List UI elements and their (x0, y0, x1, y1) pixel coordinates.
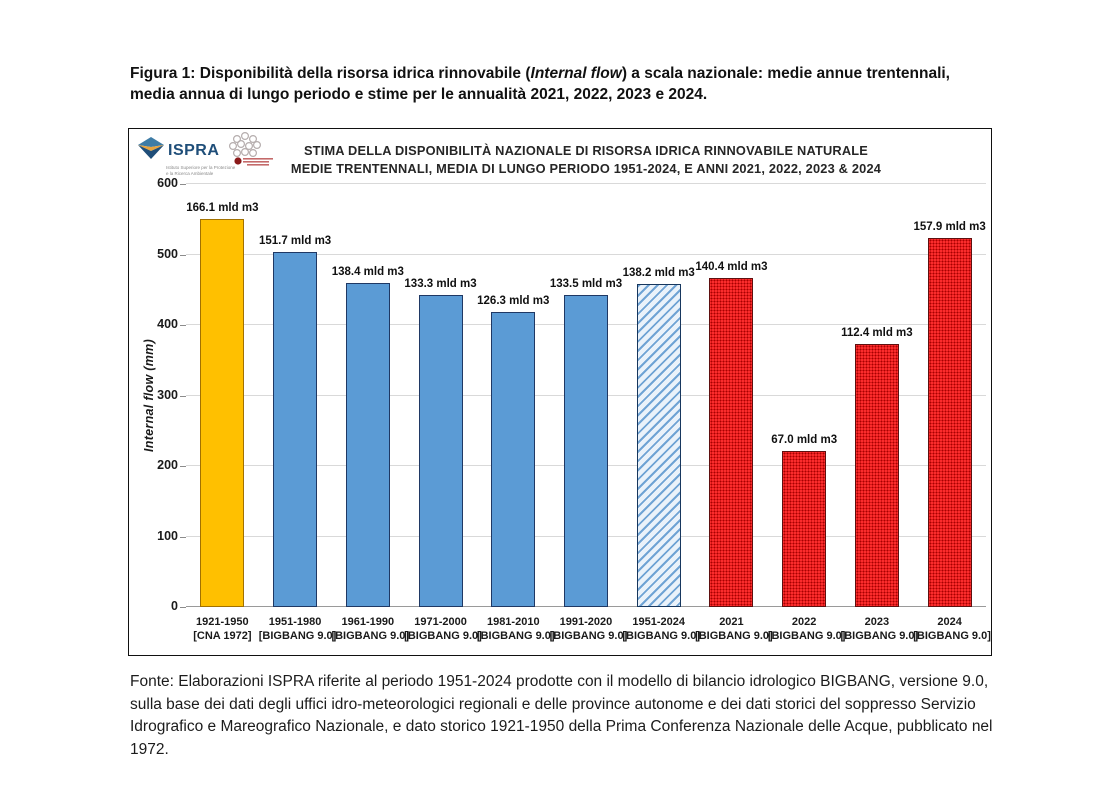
bar-1981-2010 (491, 311, 536, 607)
category-label-1951-1980: 1951-1980 [BIGBANG 9.0] (258, 616, 337, 642)
bar-value-label-2023: 112.4 mld m3 (841, 327, 913, 340)
bar-2022 (782, 450, 827, 607)
bar-value-label-1921-1950: 166.1 mld m3 (186, 201, 259, 214)
bar-value-label-1951-1980: 151.7 mld m3 (258, 235, 332, 248)
figure-caption: Figura 1: Disponibilità della risorsa id… (130, 63, 998, 105)
bar-value-label-1951-2024: 138.2 mld m3 (622, 267, 695, 280)
category-label-1981-2010: 1981-2010 [BIGBANG 9.0] (476, 616, 555, 642)
x-axis-labels: 1921-1950 [CNA 1972] 1951-1980 [BIGBANG 9.0… (186, 615, 991, 649)
gridline-600 (186, 183, 986, 184)
ispra-subtitle-line1: Istituto Superiore per la Protezione (166, 165, 236, 170)
bar-value-label-1981-2010: 126.3 mld m3 (477, 294, 550, 307)
y-tick-label-400: 400 (157, 317, 178, 331)
ispra-logo-wordmark: ISPRA (168, 141, 220, 159)
source-note: Fonte: Elaborazioni ISPRA riferite al pe… (130, 673, 993, 758)
chart-frame: ISPRA Istituto Superiore per la Protezio… (128, 128, 992, 656)
y-tick-mark-500 (180, 254, 186, 256)
y-tick-mark-600 (180, 184, 186, 185)
bar-value-label-2022: 67.0 mld m3 (771, 433, 838, 446)
bar-value-label-1961-1990: 138.4 mld m3 (331, 266, 404, 279)
category-label-1961-1990: 1961-1990 [BIGBANG 9.0] (331, 616, 410, 642)
y-tick-mark-200 (180, 466, 186, 467)
chart-title-line1: STIMA DELLA DISPONIBILITÀ NAZIONALE DI R… (303, 143, 869, 158)
ispra-logo-icon (138, 137, 164, 164)
y-tick-mark-300 (180, 395, 186, 397)
bar-1921-1950 (200, 218, 245, 607)
y-tick-mark-100 (180, 536, 186, 538)
y-tick-label-500: 500 (157, 246, 178, 261)
bar-1961-1990 (345, 283, 390, 607)
category-label-1951-2024: 1951-2024 [BIGBANG 9.0] (622, 616, 700, 642)
y-tick-mark-0 (180, 607, 186, 608)
ispra-logo: ISPRA Istituto Superiore per la Protezio… (138, 137, 248, 176)
molecule-cluster-logo (223, 131, 281, 184)
y-tick-mark-400 (180, 325, 186, 326)
y-tick-label-0: 0 (171, 599, 178, 613)
y-tick-label-600: 600 (157, 176, 178, 190)
bar-value-label-2024: 157.9 mld m3 (913, 220, 986, 233)
chart-title-line2: MEDIE TRENTENNALI, MEDIA DI LUNGO PERIOD… (290, 161, 882, 176)
bar-value-label-1971-2000: 133.3 mld m3 (404, 278, 477, 291)
bar-2023 (854, 344, 899, 607)
bar-2021 (709, 278, 754, 607)
bar-value-label-1991-2020: 133.5 mld m3 (549, 277, 623, 290)
caption-text-end: ) a scala nazionale: medie annue trenten… (130, 65, 950, 103)
bar-value-label-2021: 140.4 mld m3 (695, 261, 768, 274)
gridline-500 (186, 253, 986, 255)
y-tick-label-300: 300 (157, 387, 178, 402)
category-label-2021: 2021 [BIGBANG 9.0] (695, 616, 773, 642)
bar-2024 (927, 237, 972, 607)
category-label-1971-2000: 1971-2000 [BIGBANG 9.0] (404, 616, 482, 642)
y-axis-ticks: 0 100 200 300 400 500 600 (129, 129, 186, 657)
bar-1971-2000 (418, 295, 463, 607)
caption-text-start: Figura 1: Disponibilità della risorsa id… (130, 65, 531, 82)
y-tick-label-200: 200 (157, 458, 178, 472)
chart-title: STIMA DELLA DISPONIBILITÀ NAZIONALE DI R… (186, 142, 986, 178)
plot-area: 166.1 mld m3 151.7 mld m3 138.4 mld m3 133.… (186, 183, 986, 607)
caption-italic-term: Internal flow (530, 65, 622, 82)
category-label-2024: 2024 [BIGBANG 9.0] (913, 616, 991, 642)
bar-1991-2020 (564, 294, 608, 607)
bar-1951-1980 (273, 252, 318, 607)
category-label-2022: 2022 [BIGBANG 9.0] (767, 616, 846, 642)
category-label-1991-2020: 1991-2020 [BIGBANG 9.0] (549, 616, 628, 642)
ispra-subtitle-line2: e la Ricerca Ambientale (166, 170, 214, 176)
bar-1951-2024 (636, 284, 681, 607)
category-label-2023: 2023 [BIGBANG 9.0] (840, 616, 919, 642)
y-tick-label-100: 100 (157, 528, 178, 543)
category-label-1921-1950: 1921-1950 [CNA 1972] (193, 616, 252, 642)
